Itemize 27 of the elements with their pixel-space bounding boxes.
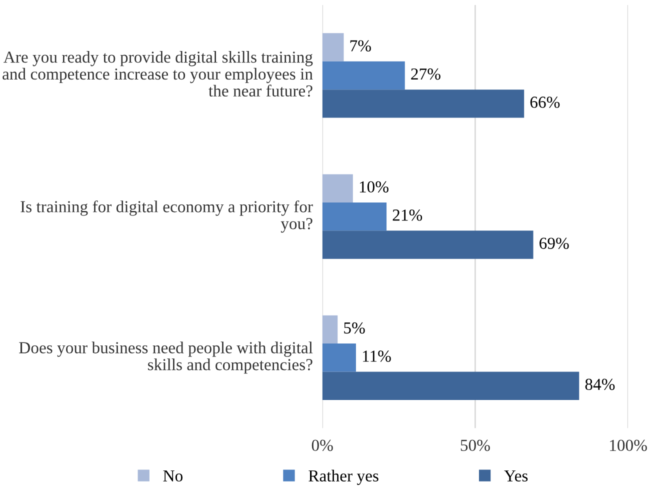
y-tick-label: Are you ready to provide digital skills training and competence increase to your employees in the near future? (2, 51, 313, 97)
data-label: 10% (360, 181, 388, 193)
data-label: 84% (585, 378, 615, 390)
bar (322, 90, 524, 118)
bar (322, 230, 534, 259)
bar (322, 33, 344, 62)
bar (322, 372, 580, 400)
x-tick-label: 50% (460, 440, 490, 452)
x-tick-label: 100% (610, 440, 647, 452)
y-tick-label: Is training for digital economy a priority for you? (20, 200, 313, 233)
data-label: 66% (530, 96, 560, 108)
data-label: 11% (362, 350, 391, 362)
bar (322, 344, 356, 372)
legend-label: Yes (504, 470, 528, 482)
data-label: 21% (392, 209, 422, 221)
bar (322, 315, 338, 344)
bar (322, 174, 353, 202)
y-tick-label: Does your business need people with digital skills and competencies? (19, 342, 313, 374)
data-label: 5% (344, 322, 365, 334)
data-label: 7% (350, 40, 371, 52)
data-label: 69% (540, 238, 569, 250)
x-tick-label: 0% (312, 440, 333, 452)
legend-label: Rather yes (308, 470, 378, 485)
data-label: 27% (411, 68, 440, 80)
bar (322, 202, 387, 231)
bar (322, 61, 405, 90)
legend-label: No (163, 470, 183, 482)
